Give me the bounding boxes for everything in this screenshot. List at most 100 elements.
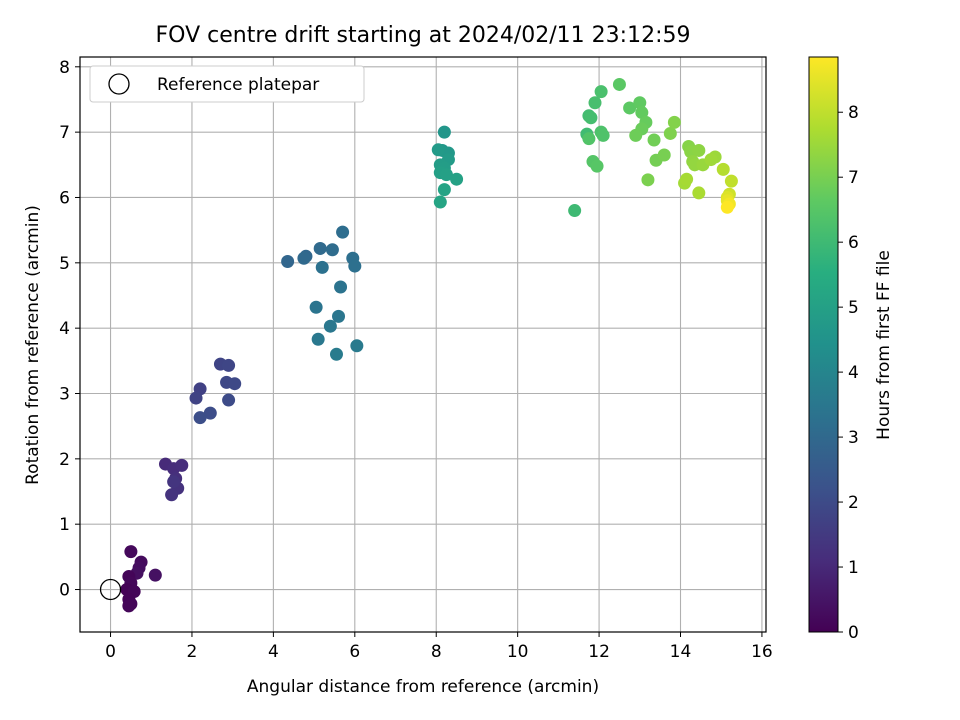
colorbar-tick-label: 5 — [848, 298, 859, 318]
x-tick-label: 8 — [431, 642, 442, 662]
data-point — [692, 143, 706, 157]
data-point — [203, 406, 217, 420]
data-point — [596, 128, 610, 142]
data-point — [189, 391, 203, 405]
data-point — [450, 172, 464, 186]
y-tick-label: 7 — [59, 123, 70, 143]
x-tick-label: 2 — [187, 642, 198, 662]
legend-marker — [108, 73, 130, 95]
x-tick-label: 14 — [670, 642, 692, 662]
data-point — [281, 255, 295, 269]
data-point — [724, 174, 738, 188]
data-point — [568, 204, 582, 218]
data-point — [584, 111, 598, 125]
colorbar-tick-label: 0 — [848, 623, 859, 643]
data-point — [437, 183, 451, 197]
y-tick-label: 1 — [59, 515, 70, 535]
data-point — [311, 332, 325, 346]
y-axis-label: Rotation from reference (arcmin) — [23, 205, 43, 485]
data-point — [297, 251, 311, 265]
y-tick-label: 5 — [59, 254, 70, 274]
data-point — [122, 599, 136, 613]
colorbar-ticks: 0 1 2 3 4 5 6 7 8 — [838, 103, 859, 643]
data-point — [431, 143, 445, 157]
data-point — [222, 358, 236, 372]
data-point — [582, 132, 596, 146]
x-tick-label: 12 — [588, 642, 610, 662]
colorbar-tick-label: 1 — [848, 558, 859, 578]
data-point — [348, 259, 362, 273]
y-tick-label: 4 — [59, 319, 70, 339]
data-point — [623, 101, 637, 115]
legend-box — [89, 65, 365, 103]
colorbar-tick-label: 2 — [848, 493, 859, 513]
data-point — [165, 488, 179, 502]
x-axis-label: Angular distance from reference (arcmin) — [247, 677, 599, 697]
colorbar-tick-label: 6 — [848, 233, 859, 253]
x-tick-label: 16 — [751, 642, 773, 662]
legend: Reference platepar — [89, 65, 365, 103]
data-point — [325, 243, 339, 257]
data-point — [332, 309, 346, 323]
data-point — [222, 393, 236, 407]
data-point — [148, 568, 162, 582]
x-tick-label: 4 — [268, 642, 279, 662]
y-tick-label: 6 — [59, 188, 70, 208]
data-point — [329, 347, 343, 361]
data-point — [647, 133, 661, 147]
data-point — [437, 125, 451, 139]
colorbar-tick-label: 7 — [848, 168, 859, 188]
colorbar: 0 1 2 3 4 5 6 7 8 Hours from first FF file — [808, 56, 894, 643]
plot-frame — [79, 56, 767, 633]
colorbar-tick-label: 8 — [848, 103, 859, 123]
data-point — [315, 260, 329, 274]
data-point — [633, 96, 647, 110]
colorbar-tick-label: 3 — [848, 428, 859, 448]
colorbar-gradient — [808, 56, 839, 633]
data-point — [124, 545, 138, 559]
data-point — [720, 200, 734, 214]
data-point — [692, 186, 706, 200]
data-point — [641, 173, 655, 187]
data-point — [594, 85, 608, 99]
legend-label: Reference platepar — [157, 75, 319, 95]
data-point — [309, 300, 323, 314]
data-point — [663, 126, 677, 140]
colorbar-label: Hours from first FF file — [874, 250, 894, 440]
data-point — [590, 159, 604, 173]
x-tick-label: 0 — [105, 642, 116, 662]
y-axis-ticks: 0 1 2 3 4 5 6 7 8 — [59, 58, 80, 601]
x-tick-label: 10 — [507, 642, 529, 662]
data-point — [612, 77, 626, 91]
chart-title: FOV centre drift starting at 2024/02/11 … — [156, 23, 691, 48]
data-point — [704, 153, 718, 167]
y-tick-label: 2 — [59, 450, 70, 470]
data-point — [667, 115, 681, 129]
colorbar-tick-label: 4 — [848, 363, 859, 383]
data-point — [439, 168, 453, 182]
data-point — [635, 106, 649, 120]
data-point — [433, 195, 447, 209]
data-point — [588, 96, 602, 110]
grid — [80, 57, 766, 632]
data-points — [99, 77, 738, 613]
data-point — [716, 162, 730, 176]
data-point — [323, 319, 337, 333]
data-point — [350, 339, 364, 353]
data-point — [228, 377, 242, 391]
data-point — [167, 475, 181, 489]
data-point — [657, 148, 671, 162]
y-tick-label: 0 — [59, 581, 70, 601]
reference-platepar-marker — [99, 578, 122, 601]
data-point — [193, 411, 207, 425]
data-point — [629, 128, 643, 142]
data-point — [680, 172, 694, 186]
data-point — [334, 280, 348, 294]
y-tick-label: 8 — [59, 58, 70, 78]
data-point — [336, 225, 350, 239]
x-axis-ticks: 0 2 4 6 8 10 12 14 16 — [105, 632, 773, 662]
data-point — [313, 241, 327, 255]
y-tick-label: 3 — [59, 385, 70, 405]
x-tick-label: 6 — [349, 642, 360, 662]
